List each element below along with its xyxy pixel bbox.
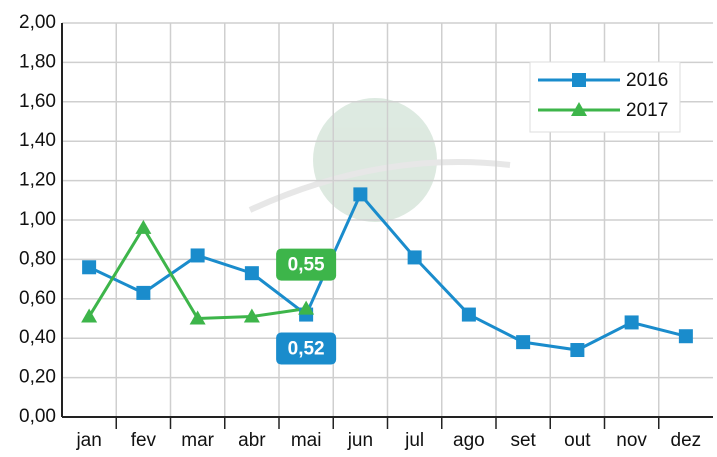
x-tick-label: mar: [181, 430, 214, 451]
x-tick-label: ago: [453, 430, 485, 451]
legend-label: 2017: [626, 100, 668, 121]
y-tick-label: 1,20: [19, 170, 56, 191]
marker: [408, 250, 422, 264]
marker: [82, 260, 96, 274]
marker: [191, 248, 205, 262]
marker: [245, 266, 259, 280]
value-label: 0,52: [288, 339, 325, 360]
y-tick-label: 1,80: [19, 51, 56, 72]
marker: [572, 73, 586, 87]
series-line: [89, 228, 306, 319]
marker: [81, 309, 97, 323]
marker: [136, 286, 150, 300]
watermark: [250, 98, 510, 222]
y-tick-label: 0,80: [19, 248, 56, 269]
marker: [570, 343, 584, 357]
marker: [353, 187, 367, 201]
x-tick-label: jul: [404, 430, 424, 451]
y-tick-label: 0,60: [19, 288, 56, 309]
marker: [462, 308, 476, 322]
chart: 0,00 0,20 0,40 0,60 0,80 1,00 1,20 1,40 1,60 1,80…: [0, 0, 717, 452]
x-tick-label: nov: [616, 430, 647, 451]
x-tick-label: set: [510, 430, 536, 451]
x-tick-label: dez: [671, 430, 702, 451]
marker: [679, 329, 693, 343]
x-tick-label: out: [564, 430, 591, 451]
y-tick-label: 2,00: [19, 12, 56, 33]
x-tick-label: jan: [75, 430, 101, 451]
marker: [135, 220, 151, 234]
y-tick-label: 0,00: [19, 406, 56, 427]
value-label: 0,55: [288, 255, 325, 276]
x-tick-label: jun: [347, 430, 373, 451]
x-tick-label: mai: [291, 430, 322, 451]
legend-label: 2016: [626, 70, 668, 91]
x-tick-label: fev: [131, 430, 157, 451]
marker: [625, 315, 639, 329]
y-tick-label: 0,40: [19, 327, 56, 348]
y-tick-label: 1,60: [19, 91, 56, 112]
y-tick-label: 1,40: [19, 130, 56, 151]
x-tick-label: abr: [238, 430, 266, 451]
y-tick-label: 1,00: [19, 209, 56, 230]
y-tick-label: 0,20: [19, 367, 56, 388]
marker: [516, 335, 530, 349]
